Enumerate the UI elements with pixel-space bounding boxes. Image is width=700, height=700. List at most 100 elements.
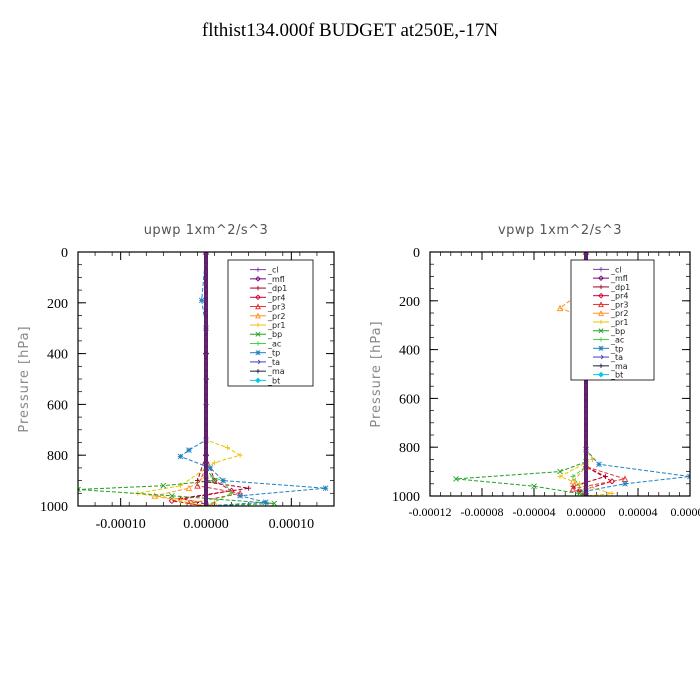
data-point bbox=[608, 478, 616, 485]
legend-label: _mfl bbox=[267, 275, 285, 284]
legend-marker bbox=[598, 292, 604, 299]
legend-label: _pr2 bbox=[610, 309, 628, 318]
data-point bbox=[169, 493, 175, 499]
x-tick-label: -0.00012 bbox=[409, 505, 452, 519]
legend-label: _bt bbox=[610, 371, 623, 380]
y-tick-label: 0 bbox=[413, 246, 420, 261]
legend-marker bbox=[255, 267, 261, 272]
data-point bbox=[194, 482, 201, 489]
legend-label: _cl bbox=[610, 265, 622, 274]
data-point bbox=[186, 447, 192, 453]
y-axis-label: Pressure [hPa] bbox=[17, 325, 32, 432]
legend-label: _pr4 bbox=[610, 292, 628, 301]
legend-label: _bt bbox=[267, 376, 280, 385]
legend-box bbox=[227, 259, 314, 387]
data-point bbox=[557, 473, 563, 479]
data-point bbox=[212, 503, 218, 506]
series-line-ac bbox=[572, 252, 587, 496]
figure-title: flthist134.000f BUDGET at250E,-17N bbox=[201, 20, 499, 41]
data-point bbox=[237, 493, 243, 499]
y-tick-label: 1000 bbox=[40, 500, 68, 515]
data-point bbox=[237, 452, 243, 458]
data-point bbox=[609, 491, 615, 496]
legend-marker bbox=[255, 331, 261, 337]
legend-label: _ta bbox=[267, 358, 280, 367]
data-point bbox=[78, 486, 81, 493]
legend-label: _ta bbox=[610, 353, 623, 362]
legend-marker bbox=[255, 350, 261, 356]
y-tick-label: 400 bbox=[47, 348, 68, 363]
legend-marker bbox=[598, 301, 604, 308]
legend: _cl_mfl_dp1_pr4_pr3_pr2_pr1_bp_ac_tp_ta_… bbox=[570, 259, 655, 381]
data-point bbox=[622, 480, 628, 487]
data-point bbox=[262, 499, 269, 506]
legend-marker bbox=[598, 363, 604, 369]
data-point bbox=[557, 468, 563, 475]
data-point bbox=[246, 485, 252, 491]
x-tick-label: 0.00008 bbox=[671, 505, 700, 519]
series-line-bp bbox=[455, 252, 587, 496]
legend-marker bbox=[598, 319, 604, 325]
data-point bbox=[556, 304, 564, 312]
legend-label: _ma bbox=[610, 362, 628, 371]
legend-marker bbox=[598, 310, 604, 316]
data-point bbox=[211, 477, 218, 484]
data-point bbox=[271, 500, 278, 506]
data-point bbox=[229, 490, 235, 496]
y-tick-label: 200 bbox=[47, 297, 68, 312]
legend-marker bbox=[255, 276, 261, 282]
x-tick-label: 0.00004 bbox=[619, 505, 658, 519]
legend-marker bbox=[598, 354, 604, 360]
x-tick-label: 0.00000 bbox=[567, 505, 606, 519]
data-point bbox=[177, 453, 184, 460]
x-tick-label: -0.00008 bbox=[461, 505, 504, 519]
data-point bbox=[212, 460, 218, 466]
legend-marker bbox=[255, 312, 261, 319]
legend-label: _cl bbox=[267, 266, 279, 275]
legend-label: _pr1 bbox=[610, 318, 628, 327]
legend-label: _ma bbox=[267, 367, 285, 376]
y-tick-label: 200 bbox=[399, 295, 420, 310]
legend-marker bbox=[598, 284, 604, 290]
data-point bbox=[596, 461, 602, 468]
chart-panel-1: upwp 1xm^2/s^3 Pressure [hPa] 0 200 400 600 80… bbox=[17, 223, 335, 532]
data-point bbox=[576, 490, 583, 496]
data-point bbox=[160, 482, 167, 489]
x-tick-label: 0.00000 bbox=[183, 517, 229, 532]
legend-marker bbox=[598, 337, 604, 342]
legend-marker bbox=[598, 328, 604, 334]
y-axis-label: Pressure [hPa] bbox=[369, 320, 384, 427]
data-point bbox=[220, 477, 226, 484]
y-tick-label: 0 bbox=[61, 246, 68, 261]
legend-marker bbox=[598, 267, 604, 272]
legend-marker bbox=[598, 345, 604, 351]
legend-marker bbox=[255, 303, 261, 310]
legend-marker bbox=[255, 341, 261, 346]
legend-label: _dp1 bbox=[610, 283, 630, 292]
legend-marker bbox=[598, 371, 604, 378]
data-point bbox=[224, 445, 230, 451]
y-tick-label: 600 bbox=[399, 392, 420, 407]
data-point bbox=[185, 484, 193, 492]
legend-label: _pr4 bbox=[267, 293, 285, 302]
y-tick-label: 400 bbox=[399, 344, 420, 359]
series-line-pr3 bbox=[188, 252, 241, 506]
data-point bbox=[570, 473, 576, 479]
legend-label: _bp bbox=[267, 330, 282, 339]
legend-label: _ac bbox=[610, 336, 624, 345]
series-group bbox=[78, 252, 329, 506]
legend-label: _pr3 bbox=[267, 303, 285, 312]
data-point bbox=[453, 476, 459, 482]
legend-marker bbox=[255, 285, 261, 291]
plot-frame bbox=[429, 251, 691, 497]
legend-marker bbox=[255, 359, 261, 365]
legend-marker bbox=[255, 368, 261, 374]
legend-label: _dp1 bbox=[267, 284, 287, 293]
legend-label: _pr3 bbox=[610, 300, 628, 309]
legend-box bbox=[570, 259, 655, 381]
series-line-pr1 bbox=[137, 252, 242, 506]
legend-marker bbox=[255, 294, 261, 301]
legend-marker bbox=[255, 322, 261, 328]
data-point bbox=[198, 297, 205, 304]
